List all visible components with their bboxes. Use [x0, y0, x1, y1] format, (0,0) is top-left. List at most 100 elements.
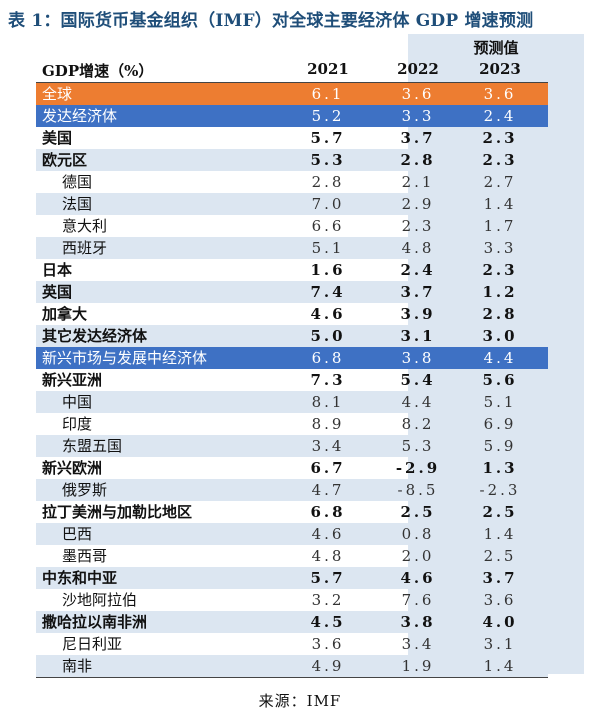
value-2022: 2.0 — [401, 547, 435, 565]
value-2021: 7.0 — [311, 195, 345, 213]
table-row: 西班牙 5.1 4.8 3.3 — [36, 237, 548, 259]
value-2023: 2.3 — [482, 261, 518, 279]
table-row: 中国 8.1 4.4 5.1 — [36, 391, 548, 413]
value-2023: 1.7 — [483, 217, 517, 235]
row-label: 英国 — [42, 283, 73, 301]
row-label: 巴西 — [62, 525, 93, 543]
value-2021: 2.8 — [311, 173, 345, 191]
value-2023: 3.6 — [483, 591, 517, 609]
value-2022: 4.6 — [400, 569, 436, 587]
value-2023: 5.1 — [483, 393, 517, 411]
value-2021: 8.1 — [311, 393, 345, 411]
value-2022: 3.7 — [400, 129, 436, 147]
value-2022: 3.1 — [400, 327, 436, 345]
value-2021: 5.3 — [310, 151, 346, 169]
value-2023: 6.9 — [483, 415, 517, 433]
value-2023: 3.7 — [482, 569, 518, 587]
table-row: 全球 6.1 3.6 3.6 — [36, 83, 548, 105]
table-row: 沙地阿拉伯 3.2 7.6 3.6 — [36, 589, 548, 611]
table-title: 表 1：国际货币基金组织（IMF）对全球主要经济体 GDP 增速预测 — [8, 11, 534, 31]
row-label: 东盟五国 — [62, 437, 123, 455]
value-2022: 0.8 — [401, 525, 435, 543]
row-label: 美国 — [42, 129, 73, 147]
value-2021: 4.7 — [311, 481, 345, 499]
value-2021: 1.6 — [310, 261, 346, 279]
value-2021: 4.8 — [311, 547, 345, 565]
value-2021: 4.5 — [310, 613, 346, 631]
value-2023: 1.4 — [483, 657, 517, 675]
row-label: 加拿大 — [42, 305, 88, 323]
value-2022: 1.9 — [401, 657, 435, 675]
value-2022: 2.5 — [400, 503, 436, 521]
table-row: 撒哈拉以南非洲 4.5 3.8 4.0 — [36, 611, 548, 633]
header-years-row: GDP增速（%） 2021 2022 2023 — [36, 56, 548, 83]
value-2023: 3.6 — [483, 85, 517, 103]
forecast-label: 预测值 — [473, 39, 519, 57]
value-2022: 2.3 — [401, 217, 435, 235]
value-2023: 1.3 — [482, 459, 518, 477]
value-2021: 3.6 — [311, 635, 345, 653]
table-row: 新兴市场与发展中经济体 6.8 3.8 4.4 — [36, 347, 548, 369]
row-label: 新兴市场与发展中经济体 — [42, 349, 208, 367]
table-row: 新兴亚洲 7.3 5.4 5.6 — [36, 369, 548, 391]
value-2021: 6.8 — [310, 503, 346, 521]
table-row: 尼日利亚 3.6 3.4 3.1 — [36, 633, 548, 655]
value-2022: -2.9 — [395, 459, 441, 477]
value-2021: 8.9 — [311, 415, 345, 433]
value-2022: 3.6 — [401, 85, 435, 103]
value-2022: 2.8 — [400, 151, 436, 169]
year-2021-header: 2021 — [307, 60, 349, 78]
row-label: 沙地阿拉伯 — [62, 591, 138, 609]
value-2022: 3.8 — [400, 613, 436, 631]
value-2021: 6.7 — [310, 459, 346, 477]
value-2022: 2.1 — [401, 173, 435, 191]
row-label: 拉丁美洲与加勒比地区 — [42, 503, 193, 521]
table-row: 巴西 4.6 0.8 1.4 — [36, 523, 548, 545]
row-label: 德国 — [62, 173, 93, 191]
value-2023: 4.4 — [483, 349, 517, 367]
value-2022: 4.4 — [401, 393, 435, 411]
value-2021: 5.7 — [310, 129, 346, 147]
value-2021: 5.1 — [311, 239, 345, 257]
table-row: 拉丁美洲与加勒比地区 6.8 2.5 2.5 — [36, 501, 548, 523]
value-2021: 4.6 — [310, 305, 346, 323]
year-2023-header: 2023 — [479, 60, 521, 78]
table-row: 日本 1.6 2.4 2.3 — [36, 259, 548, 281]
row-label: 撒哈拉以南非洲 — [42, 613, 148, 631]
table-row: 德国 2.8 2.1 2.7 — [36, 171, 548, 193]
row-label: 印度 — [62, 415, 93, 433]
value-2023: 5.9 — [483, 437, 517, 455]
value-2022: 5.4 — [400, 371, 436, 389]
value-2022: 8.2 — [401, 415, 435, 433]
value-2023: 3.3 — [483, 239, 517, 257]
table-row: 美国 5.7 3.7 2.3 — [36, 127, 548, 149]
value-2021: 6.8 — [311, 349, 345, 367]
table-row: 发达经济体 5.2 3.3 2.4 — [36, 105, 548, 127]
row-label: 中国 — [62, 393, 93, 411]
value-2021: 4.6 — [311, 525, 345, 543]
value-2022: 5.3 — [401, 437, 435, 455]
row-label: 南非 — [62, 657, 93, 675]
value-2023: 2.5 — [482, 503, 518, 521]
table-row: 加拿大 4.6 3.9 2.8 — [36, 303, 548, 325]
table-row: 其它发达经济体 5.0 3.1 3.0 — [36, 325, 548, 347]
row-label: 日本 — [42, 261, 73, 279]
value-2022: 2.9 — [401, 195, 435, 213]
header-forecast-row: 预测值 — [36, 34, 548, 57]
value-2023: 2.3 — [482, 151, 518, 169]
value-2021: 6.1 — [311, 85, 345, 103]
table-row: 英国 7.4 3.7 1.2 — [36, 281, 548, 303]
table-row: 南非 4.9 1.9 1.4 — [36, 655, 548, 678]
table-row: 欧元区 5.3 2.8 2.3 — [36, 149, 548, 171]
table-row: 东盟五国 3.4 5.3 5.9 — [36, 435, 548, 457]
metric-label: GDP增速（%） — [42, 62, 154, 80]
value-2023: 2.3 — [482, 129, 518, 147]
value-2023: 1.4 — [483, 525, 517, 543]
value-2021: 6.6 — [311, 217, 345, 235]
value-2022: 4.8 — [401, 239, 435, 257]
row-label: 中东和中亚 — [42, 569, 118, 587]
value-2023: 1.4 — [483, 195, 517, 213]
value-2021: 3.2 — [311, 591, 345, 609]
value-2021: 7.3 — [310, 371, 346, 389]
value-2023: 2.4 — [483, 107, 517, 125]
